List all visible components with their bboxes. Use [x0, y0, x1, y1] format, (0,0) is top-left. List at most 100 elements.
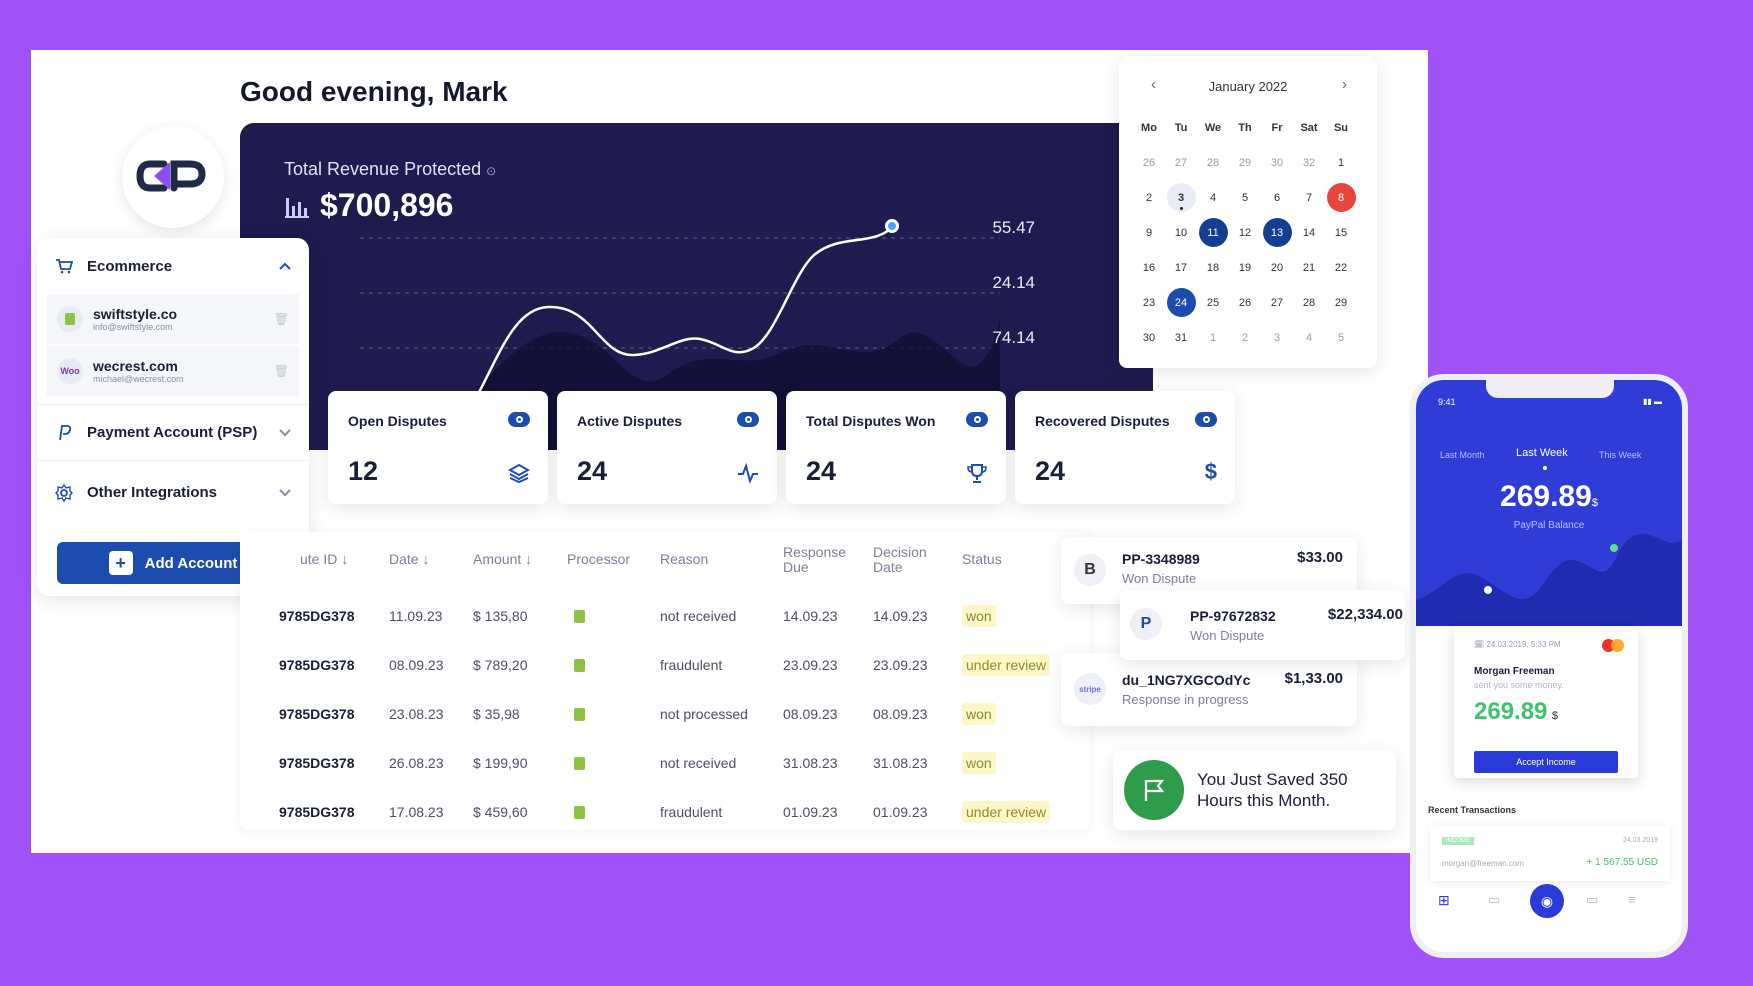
calendar-day[interactable]: 31: [1174, 331, 1188, 344]
table-row[interactable]: 9785DG378 26.08.23 $ 199,90 not received…: [240, 739, 1090, 788]
calendar-day[interactable]: 26: [1238, 296, 1252, 309]
calendar-day[interactable]: 14: [1302, 226, 1316, 239]
calendar-day[interactable]: 2: [1241, 331, 1249, 344]
calendar-day[interactable]: 27: [1174, 156, 1188, 169]
ecommerce-section-header[interactable]: Ecommerce: [37, 238, 309, 294]
table-row[interactable]: 9785DG378 08.09.23 $ 789,20 fraudulent 2…: [240, 641, 1090, 690]
calendar-day[interactable]: 32: [1302, 156, 1316, 169]
stat-card-disputes-won[interactable]: Total Disputes Won 24: [786, 391, 1006, 504]
calendar-day[interactable]: 5: [1241, 191, 1249, 204]
calendar-day[interactable]: 9: [1145, 226, 1153, 239]
tab-last-week[interactable]: Last Week: [1516, 447, 1568, 459]
calendar-day[interactable]: 27: [1270, 296, 1284, 309]
chevron-up-icon[interactable]: [279, 262, 291, 270]
calendar-day[interactable]: 29: [1238, 156, 1252, 169]
trash-icon[interactable]: 🗑: [273, 312, 289, 326]
stat-card-open-disputes[interactable]: Open Disputes 12: [328, 391, 548, 504]
ecommerce-label: Ecommerce: [87, 257, 173, 275]
calendar-day[interactable]: 6: [1273, 191, 1281, 204]
calendar-day[interactable]: 21: [1302, 261, 1316, 274]
table-row[interactable]: 9785DG378 11.09.23 $ 135,80 not received…: [240, 592, 1090, 641]
card-icon[interactable]: ▭: [1586, 892, 1599, 907]
eye-icon[interactable]: [508, 412, 530, 427]
payment-account-header[interactable]: Payment Account (PSP): [37, 404, 309, 460]
chevron-left-icon[interactable]: ‹: [1151, 76, 1156, 93]
transaction-amount: $1,33.00: [1284, 670, 1343, 687]
col-header-reason[interactable]: Reason: [660, 551, 709, 567]
calendar-day[interactable]: 18: [1206, 261, 1220, 274]
table-row[interactable]: 9785DG378 23.08.23 $ 35,98 not processed…: [240, 690, 1090, 739]
calendar-day[interactable]: 1: [1209, 331, 1217, 344]
calendar-day-selected[interactable]: 24: [1165, 285, 1197, 320]
other-integrations-header[interactable]: Other Integrations: [37, 460, 309, 524]
calendar-day[interactable]: 28: [1302, 296, 1316, 309]
calendar-day[interactable]: 5: [1337, 331, 1345, 344]
stat-card-recovered-disputes[interactable]: Recovered Disputes 24 $: [1015, 391, 1235, 504]
calendar-day[interactable]: 10: [1174, 226, 1188, 239]
transaction-amount: $33.00: [1297, 549, 1343, 566]
store-item-wecrest[interactable]: Woo wecrest.com michael@wecrest.com 🗑: [47, 346, 299, 396]
mastercard-icon: [1602, 639, 1624, 652]
home-icon[interactable]: ◉: [1530, 884, 1564, 918]
chevron-down-icon[interactable]: [279, 428, 291, 437]
calendar-day[interactable]: 12: [1238, 226, 1252, 239]
chevron-down-icon[interactable]: [279, 488, 291, 497]
eye-icon[interactable]: [966, 412, 988, 427]
calendar-day[interactable]: 4: [1209, 191, 1217, 204]
calendar-day[interactable]: 16: [1142, 261, 1156, 274]
calendar-day[interactable]: 23: [1142, 296, 1156, 309]
recent-transaction-item[interactable]: INCOME 24.03.2019 morgan@freeman.com + 1…: [1430, 825, 1670, 881]
chevron-right-icon[interactable]: ›: [1342, 76, 1347, 93]
calendar-day[interactable]: 2: [1145, 191, 1153, 204]
calendar-day[interactable]: 4: [1305, 331, 1313, 344]
calendar-day[interactable]: 17: [1174, 261, 1188, 274]
col-header-processor[interactable]: Processor: [567, 551, 631, 567]
calendar-day[interactable]: 26: [1142, 156, 1156, 169]
calendar-day[interactable]: 29: [1334, 296, 1348, 309]
tab-last-month[interactable]: Last Month: [1440, 450, 1485, 460]
calendar-day-selected[interactable]: 11: [1197, 215, 1229, 250]
col-header-amount[interactable]: Amount ↓: [473, 551, 533, 567]
transaction-card[interactable]: P PP-97672832 Won Dispute $22,334.00: [1120, 590, 1405, 660]
stat-card-active-disputes[interactable]: Active Disputes 24: [557, 391, 777, 504]
calendar-day-selected[interactable]: 13: [1261, 215, 1293, 250]
calendar-day[interactable]: 19: [1238, 261, 1252, 274]
decision-date: 14.09.23: [873, 608, 928, 624]
transaction-card[interactable]: stripe du_1NG7XGCOdYc Response in progre…: [1061, 653, 1357, 726]
calendar-day[interactable]: 20: [1270, 261, 1284, 274]
calendar-day-highlight[interactable]: 8: [1325, 180, 1357, 215]
calendar-day[interactable]: 1: [1337, 156, 1345, 169]
calendar-day[interactable]: 30: [1142, 331, 1156, 344]
payment-account-label: Payment Account (PSP): [87, 424, 258, 441]
transaction-id: PP-3348989: [1122, 551, 1200, 567]
wallet-icon[interactable]: ▭: [1488, 892, 1501, 907]
weekday-label: Fr: [1271, 121, 1283, 134]
accept-income-button[interactable]: Accept Income: [1474, 751, 1618, 773]
calendar-day[interactable]: 25: [1206, 296, 1220, 309]
col-header-status[interactable]: Status: [962, 551, 1002, 567]
calendar-day-today[interactable]: 3: [1165, 180, 1197, 215]
col-header-response-due[interactable]: Response Due: [783, 544, 847, 575]
calendar-day[interactable]: 28: [1206, 156, 1220, 169]
tab-this-week[interactable]: This Week: [1599, 450, 1642, 460]
store-item-swiftstyle[interactable]: swiftstyle.co info@swiftstyle.com 🗑: [47, 294, 299, 344]
eye-icon[interactable]: [1195, 412, 1217, 427]
store-email: info@swiftstyle.com: [93, 322, 173, 332]
table-row[interactable]: 9785DG378 17.08.23 $ 459,60 fraudulent 0…: [240, 788, 1090, 837]
calendar-day[interactable]: 22: [1334, 261, 1348, 274]
menu-icon[interactable]: ≡: [1628, 892, 1636, 907]
calendar-day[interactable]: 15: [1334, 226, 1348, 239]
store-name: wecrest.com: [93, 358, 178, 374]
trash-icon[interactable]: 🗑: [273, 364, 289, 378]
col-header-date[interactable]: Date ↓: [389, 551, 430, 567]
calendar-day[interactable]: 7: [1305, 191, 1313, 204]
grid-icon[interactable]: ⊞: [1438, 892, 1450, 908]
woocommerce-icon: Woo: [57, 358, 83, 384]
shopify-icon: [57, 306, 83, 332]
eye-icon[interactable]: [737, 412, 759, 427]
col-header-id[interactable]: ute ID ↓: [300, 551, 349, 567]
calendar-day[interactable]: 3: [1273, 331, 1281, 344]
col-header-decision-date[interactable]: Decision Date: [873, 544, 927, 575]
dispute-id: 9785DG378: [279, 755, 355, 771]
calendar-day[interactable]: 30: [1270, 156, 1284, 169]
